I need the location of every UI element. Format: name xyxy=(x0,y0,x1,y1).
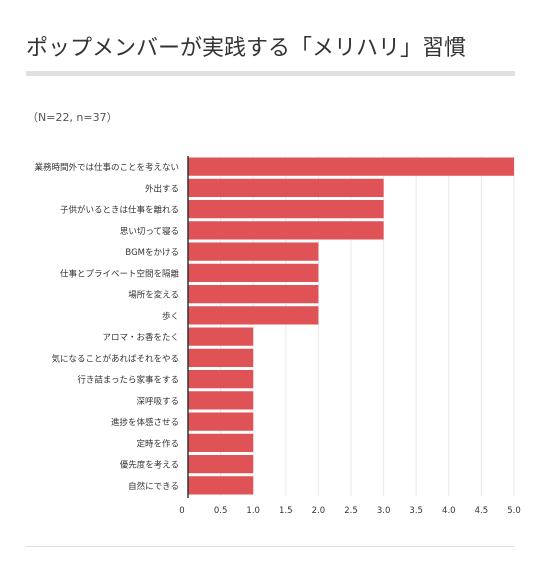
category-label: 場所を変える xyxy=(128,290,179,301)
x-tick-label: 4.0 xyxy=(442,506,456,516)
x-tick-label: 0.5 xyxy=(214,506,228,516)
category-label: 業務時間外では仕事のことを考えない xyxy=(34,162,179,173)
bar xyxy=(188,327,254,346)
x-tick-label: 4.5 xyxy=(475,506,489,516)
category-label: 深呼吸する xyxy=(136,396,179,407)
category-label: 進捗を体感させる xyxy=(111,417,179,428)
bottom-divider xyxy=(26,546,515,547)
category-label: BGMをかける xyxy=(125,248,179,258)
category-label: 歩く xyxy=(162,311,179,322)
sample-size-note: （N=22, n=37） xyxy=(27,111,118,124)
bar xyxy=(188,391,254,410)
category-label: 外出する xyxy=(145,183,179,194)
bar xyxy=(188,242,319,261)
x-tick-label: 3.0 xyxy=(377,506,391,516)
category-label: 行き詰まったら家事をする xyxy=(77,375,179,386)
bar xyxy=(188,433,254,453)
bar xyxy=(188,284,319,304)
category-label: 定時を作る xyxy=(136,438,179,449)
title-underline xyxy=(26,71,515,76)
x-tick-label: 3.5 xyxy=(409,506,423,516)
category-label: アロマ・お香をたく xyxy=(102,332,179,343)
category-label: 気になることがあればそれをやる xyxy=(51,353,179,364)
x-tick-label: 2.0 xyxy=(312,506,326,516)
x-tick-label: 0 xyxy=(179,506,184,516)
x-tick-label: 1.0 xyxy=(246,506,260,516)
bar xyxy=(188,178,384,198)
bar xyxy=(188,412,254,431)
category-label: 子供がいるときは仕事を離れる xyxy=(60,205,179,216)
page-title: ポップメンバーが実践する「メリハリ」習慣 xyxy=(26,36,467,61)
bar xyxy=(188,157,514,176)
x-tick-label: 2.5 xyxy=(344,506,358,516)
category-label: 優先度を考える xyxy=(120,460,179,471)
bar xyxy=(188,221,384,240)
bar xyxy=(188,454,254,474)
bar xyxy=(188,476,254,495)
category-label: 思い切って寝る xyxy=(120,226,179,237)
bar xyxy=(188,263,319,283)
bar xyxy=(188,348,254,368)
bar xyxy=(188,369,254,389)
x-tick-label: 1.5 xyxy=(279,506,293,516)
x-tick-label: 5.0 xyxy=(507,506,521,516)
bar xyxy=(188,306,319,325)
category-label: 自然にできる xyxy=(128,481,179,492)
bar xyxy=(188,199,384,219)
category-label: 仕事とプライベート空間を隔離 xyxy=(60,268,180,279)
